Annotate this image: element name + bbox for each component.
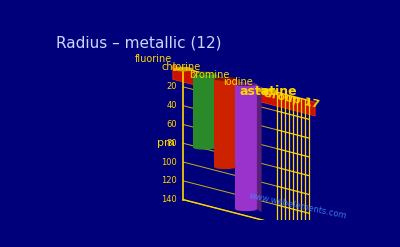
Ellipse shape	[214, 77, 236, 81]
Text: pm: pm	[157, 138, 175, 148]
Polygon shape	[173, 65, 315, 116]
Ellipse shape	[193, 146, 215, 150]
Text: 80: 80	[166, 139, 177, 148]
Text: fluorine: fluorine	[135, 54, 172, 64]
Polygon shape	[257, 84, 262, 212]
Ellipse shape	[174, 67, 193, 71]
Text: astatine: astatine	[240, 85, 297, 98]
Polygon shape	[214, 79, 236, 167]
Polygon shape	[236, 79, 241, 170]
Ellipse shape	[214, 165, 236, 169]
Text: 140: 140	[161, 195, 177, 204]
Polygon shape	[193, 74, 215, 148]
Polygon shape	[235, 84, 257, 209]
Text: 0: 0	[172, 64, 177, 73]
Text: chlorine: chlorine	[161, 62, 200, 72]
Ellipse shape	[257, 88, 277, 93]
Text: www.webelements.com: www.webelements.com	[248, 191, 348, 221]
Text: Group 17: Group 17	[262, 88, 320, 110]
Text: Radius – metallic (12): Radius – metallic (12)	[56, 35, 222, 50]
Text: 20: 20	[167, 82, 177, 91]
Ellipse shape	[193, 72, 215, 75]
Text: bromine: bromine	[190, 70, 230, 80]
Text: iodine: iodine	[224, 77, 253, 87]
Text: 40: 40	[167, 101, 177, 110]
Ellipse shape	[235, 207, 257, 211]
Ellipse shape	[235, 82, 257, 86]
Text: 100: 100	[161, 158, 177, 166]
Text: 60: 60	[166, 120, 177, 129]
Polygon shape	[215, 74, 220, 151]
Text: 120: 120	[161, 176, 177, 185]
